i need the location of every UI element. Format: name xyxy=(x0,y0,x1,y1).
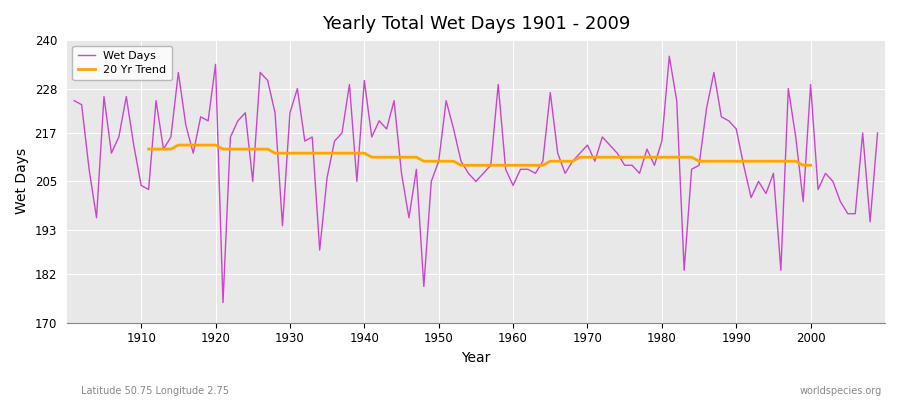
20 Yr Trend xyxy=(240,147,251,152)
Wet Days xyxy=(872,130,883,135)
20 Yr Trend xyxy=(806,163,816,168)
Line: Wet Days: Wet Days xyxy=(74,56,878,302)
X-axis label: Year: Year xyxy=(461,351,491,365)
Wet Days xyxy=(129,143,140,148)
20 Yr Trend xyxy=(708,159,719,164)
20 Yr Trend xyxy=(352,151,363,156)
20 Yr Trend xyxy=(619,155,630,160)
20 Yr Trend xyxy=(724,159,734,164)
20 Yr Trend xyxy=(455,163,466,168)
Wet Days xyxy=(344,82,355,87)
Y-axis label: Wet Days: Wet Days xyxy=(15,148,29,214)
Wet Days xyxy=(68,98,79,103)
Text: Latitude 50.75 Longitude 2.75: Latitude 50.75 Longitude 2.75 xyxy=(81,386,229,396)
Wet Days xyxy=(218,300,229,305)
Legend: Wet Days, 20 Yr Trend: Wet Days, 20 Yr Trend xyxy=(72,46,172,80)
20 Yr Trend xyxy=(790,159,801,164)
20 Yr Trend xyxy=(173,143,184,148)
Wet Days xyxy=(605,143,616,148)
20 Yr Trend xyxy=(143,147,154,152)
Wet Days xyxy=(664,54,675,59)
Text: worldspecies.org: worldspecies.org xyxy=(800,386,882,396)
Wet Days xyxy=(508,183,518,188)
Title: Yearly Total Wet Days 1901 - 2009: Yearly Total Wet Days 1901 - 2009 xyxy=(321,15,630,33)
Wet Days xyxy=(515,167,526,172)
Wet Days xyxy=(300,139,310,144)
Line: 20 Yr Trend: 20 Yr Trend xyxy=(148,145,811,165)
